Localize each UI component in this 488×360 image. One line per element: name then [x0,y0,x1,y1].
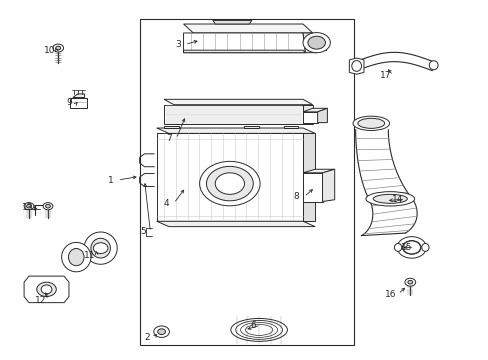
Circle shape [402,241,420,254]
Ellipse shape [84,232,117,264]
Polygon shape [183,24,312,33]
Polygon shape [163,105,303,125]
Ellipse shape [421,243,428,251]
Circle shape [303,33,330,53]
Polygon shape [212,21,251,24]
Text: 17: 17 [379,71,391,80]
Circle shape [206,166,253,201]
Ellipse shape [91,238,110,258]
Ellipse shape [402,240,420,254]
Polygon shape [157,221,315,226]
Ellipse shape [351,60,361,71]
Polygon shape [163,99,312,105]
Polygon shape [70,98,87,108]
Polygon shape [283,126,298,128]
Ellipse shape [352,116,389,131]
Ellipse shape [68,248,84,266]
Circle shape [43,203,53,210]
Circle shape [93,243,108,253]
Text: 9: 9 [66,98,72,107]
Circle shape [56,46,61,50]
Polygon shape [244,126,259,128]
Polygon shape [73,94,84,98]
Text: 1: 1 [107,176,113,185]
Polygon shape [317,108,327,123]
Polygon shape [303,112,317,123]
Circle shape [154,326,169,337]
Text: 4: 4 [163,199,169,208]
Polygon shape [303,173,322,202]
Polygon shape [303,33,316,53]
Ellipse shape [41,285,52,294]
Text: 8: 8 [293,192,299,201]
Ellipse shape [365,192,414,206]
Ellipse shape [372,194,407,203]
Ellipse shape [396,237,426,258]
Circle shape [53,44,63,52]
Polygon shape [322,169,334,202]
Polygon shape [310,41,328,44]
Text: 16: 16 [384,289,396,298]
Circle shape [407,280,412,284]
Circle shape [404,278,415,286]
Circle shape [45,204,50,208]
Circle shape [26,204,31,208]
Polygon shape [24,276,69,303]
Ellipse shape [37,282,56,297]
Polygon shape [163,126,178,128]
Polygon shape [183,50,305,53]
Circle shape [158,329,165,334]
Polygon shape [348,58,363,74]
Ellipse shape [394,243,401,251]
Circle shape [199,161,260,206]
Text: 5: 5 [140,228,145,237]
Polygon shape [303,134,315,221]
Ellipse shape [61,242,91,272]
Ellipse shape [357,118,384,129]
Ellipse shape [428,61,437,70]
Text: 13: 13 [22,203,33,212]
Polygon shape [157,128,315,134]
Text: 3: 3 [175,40,180,49]
Circle shape [215,173,244,194]
Polygon shape [303,169,334,173]
Text: 7: 7 [166,134,171,143]
Polygon shape [183,33,305,53]
Text: 10: 10 [43,46,55,55]
Polygon shape [303,105,312,125]
Bar [140,19,353,345]
Text: 6: 6 [250,321,256,330]
Text: 2: 2 [144,333,149,342]
Text: 12: 12 [35,296,46,305]
Text: 15: 15 [400,243,412,252]
Text: 14: 14 [391,194,403,203]
Text: 11: 11 [83,251,95,260]
Circle shape [307,36,325,49]
Polygon shape [303,108,327,112]
Polygon shape [157,134,303,221]
Circle shape [24,203,34,210]
Polygon shape [310,44,326,50]
